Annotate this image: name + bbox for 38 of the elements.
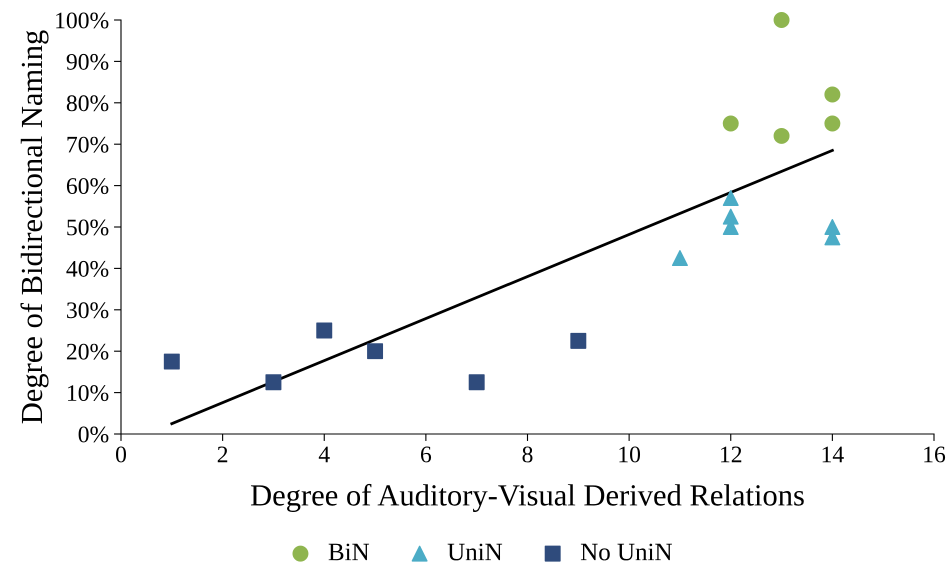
- legend-label: No UniN: [580, 544, 672, 560]
- point: [722, 190, 739, 206]
- x-tick-label: 0: [116, 446, 126, 462]
- x-tick-label: 14: [822, 446, 844, 462]
- legend-label: BiN: [328, 544, 370, 560]
- x-tick-label: 4: [318, 446, 330, 462]
- y-tick-label: 10%: [68, 385, 108, 402]
- point: [774, 128, 790, 144]
- x-tick-label: 2: [218, 446, 228, 462]
- y-axis-title: Degree of Bidirectional Naming: [20, 30, 49, 424]
- point: [316, 322, 332, 338]
- legend-label: UniN: [448, 544, 502, 560]
- x-tick-label: 16: [924, 446, 946, 462]
- point: [468, 374, 485, 390]
- x-axis-title: Degree of Auditory-Visual Derived Relations: [250, 484, 804, 512]
- point: [722, 116, 739, 132]
- y-tick-label: 100%: [56, 12, 108, 28]
- y-tick-label: 90%: [66, 54, 108, 70]
- point: [824, 116, 840, 132]
- y-tick-label: 20%: [66, 344, 108, 360]
- point: [367, 343, 384, 360]
- point: [265, 374, 282, 390]
- x-tick-label: 8: [522, 446, 533, 462]
- x-tick-label: 12: [721, 446, 742, 462]
- point: [570, 332, 586, 349]
- y-tick-label: 60%: [66, 178, 108, 194]
- y-tick-label: 70%: [67, 136, 108, 153]
- y-tick-label: 80%: [66, 95, 108, 112]
- point: [164, 354, 180, 370]
- x-tick-label: 6: [420, 446, 432, 462]
- y-tick-label: 50%: [67, 219, 108, 236]
- point: [774, 12, 790, 28]
- point: [824, 86, 840, 102]
- point: [672, 250, 688, 266]
- y-tick-label: 30%: [67, 302, 108, 318]
- y-tick-label: 40%: [66, 260, 108, 277]
- y-tick-label: 0%: [78, 426, 108, 442]
- x-tick-label: 10: [619, 446, 640, 462]
